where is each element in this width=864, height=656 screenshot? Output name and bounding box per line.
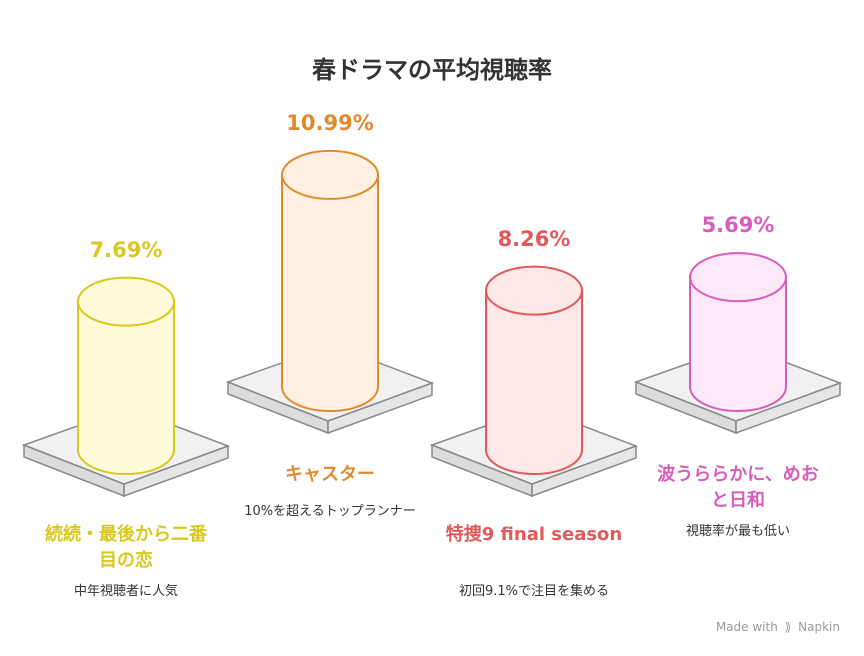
data-label: 8.26%: [497, 226, 571, 251]
bar-body: [77, 300, 175, 475]
category-description: 中年視聴者に人気: [73, 584, 178, 599]
bar-top: [77, 276, 175, 327]
bar-body: [689, 276, 787, 412]
category-label: 特捜9 final season: [445, 524, 623, 545]
category-description: 10%を超えるトップランナー: [244, 504, 416, 519]
category-label: 波うららかに、めおと日和: [657, 464, 819, 511]
category-label: 続続・最後から二番目の恋: [45, 524, 207, 571]
bar-body: [485, 289, 583, 475]
bar-top: [689, 252, 787, 303]
watermark-brand: Napkin: [798, 620, 840, 634]
data-label: 10.99%: [286, 110, 374, 135]
chart-title: 春ドラマの平均視聴率: [312, 56, 552, 84]
watermark: Made with ⟫ Napkin: [716, 620, 840, 634]
category-description: 初回9.1%で注目を集める: [458, 584, 610, 599]
watermark-text: Made with: [715, 620, 778, 634]
bar-top: [485, 265, 583, 316]
data-label: 5.69%: [701, 213, 775, 238]
category-description: 視聴率が最も低い: [685, 524, 790, 539]
bar-top: [281, 149, 379, 200]
napkin-icon: ⟫: [784, 620, 792, 634]
category-label: キャスター: [285, 464, 375, 485]
bar-body: [281, 173, 379, 412]
data-label: 7.69%: [89, 237, 163, 262]
